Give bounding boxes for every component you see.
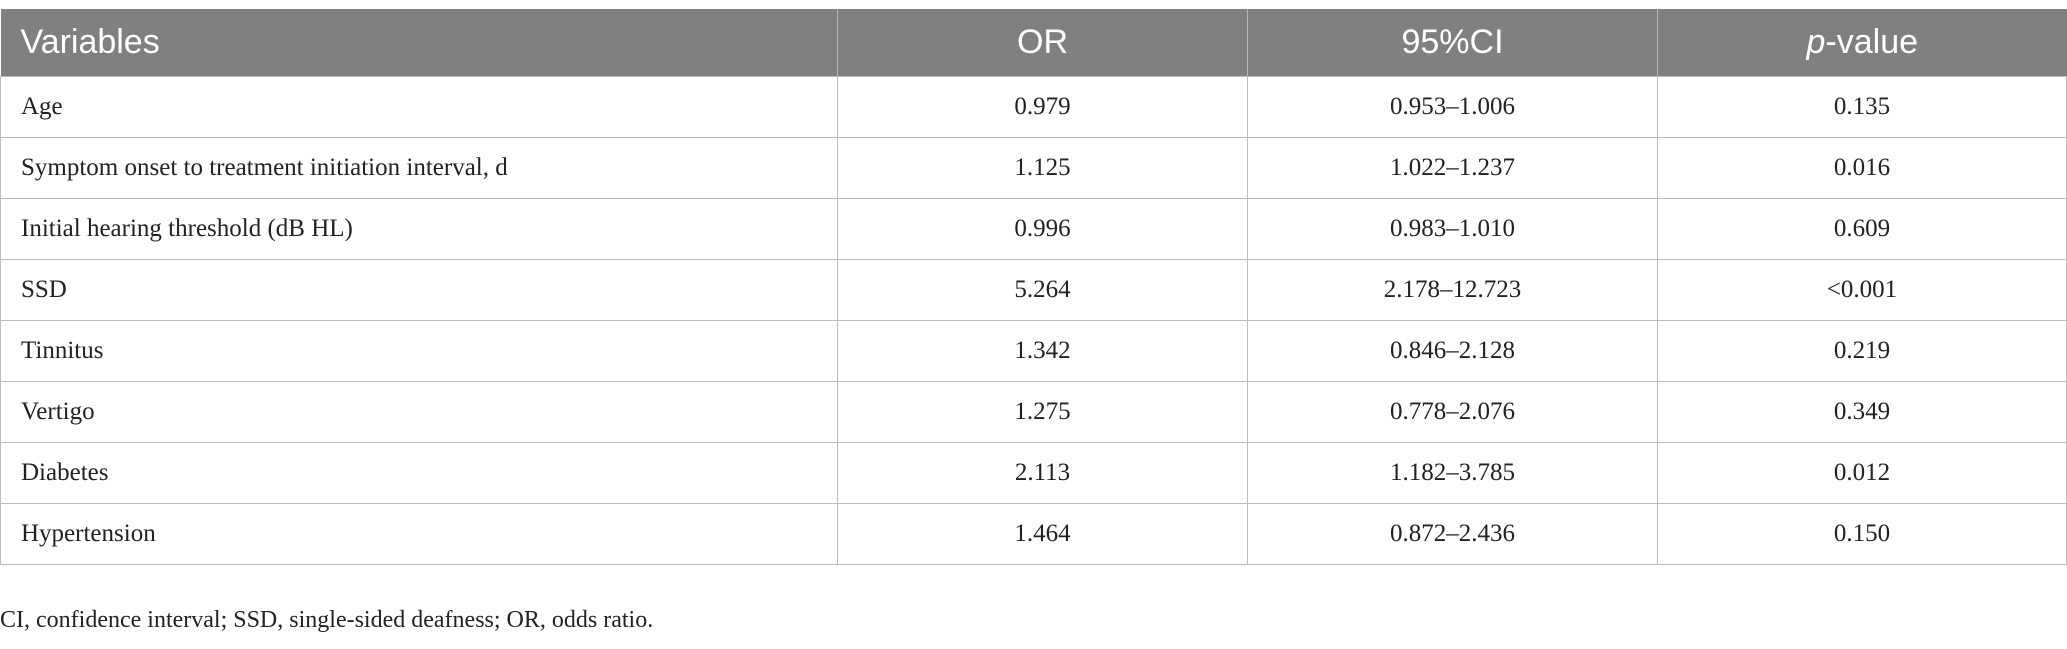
table-cell: SSD: [0, 259, 838, 321]
table-cell: Initial hearing threshold (dB HL): [0, 198, 838, 260]
table-row: SSD 5.264 2.178–12.723 <0.001: [0, 259, 2067, 321]
table-cell: 1.022–1.237: [1247, 137, 1658, 199]
table-cell: 0.349: [1657, 381, 2067, 443]
table-row: Initial hearing threshold (dB HL) 0.996 0.…: [0, 198, 2067, 260]
table-row: Diabetes 2.113 1.182–3.785 0.012: [0, 442, 2067, 504]
table-cell: Vertigo: [0, 381, 838, 443]
header-cell: Variables: [0, 9, 838, 77]
table-cell: 0.953–1.006: [1247, 76, 1658, 138]
header-cell: OR: [837, 9, 1248, 77]
table-cell: Hypertension: [0, 503, 838, 565]
table-cell: 1.464: [837, 503, 1248, 565]
header-italic: p: [1806, 23, 1826, 61]
table-cell: Diabetes: [0, 442, 838, 504]
table-cell: <0.001: [1657, 259, 2067, 321]
table-cell: 0.979: [837, 76, 1248, 138]
table-cell: 0.983–1.010: [1247, 198, 1658, 260]
table-cell: 0.012: [1657, 442, 2067, 504]
header-text: -value: [1825, 23, 1919, 61]
table-cell: 0.778–2.076: [1247, 381, 1658, 443]
table-cell: Tinnitus: [0, 320, 838, 382]
table-cell: 0.135: [1657, 76, 2067, 138]
table-cell: 0.150: [1657, 503, 2067, 565]
table-cell: 5.264: [837, 259, 1248, 321]
table-row: Tinnitus 1.342 0.846–2.128 0.219: [0, 320, 2067, 382]
results-table: Variables OR 95%CI p-value Age 0.979 0.953–1.…: [0, 9, 2067, 565]
table-cell: 0.996: [837, 198, 1248, 260]
table-cell: 1.182–3.785: [1247, 442, 1658, 504]
table-cell: 1.275: [837, 381, 1248, 443]
table-cell: 2.113: [837, 442, 1248, 504]
table-cell: 0.846–2.128: [1247, 320, 1658, 382]
table-row: Vertigo 1.275 0.778–2.076 0.349: [0, 381, 2067, 443]
table-cell: 1.342: [837, 320, 1248, 382]
table-cell: 0.219: [1657, 320, 2067, 382]
table-cell: 2.178–12.723: [1247, 259, 1658, 321]
table-row: Symptom onset to treatment initiation in…: [0, 137, 2067, 199]
table-cell: 1.125: [837, 137, 1248, 199]
table-row: Age 0.979 0.953–1.006 0.135: [0, 76, 2067, 138]
table-cell: 0.872–2.436: [1247, 503, 1658, 565]
table-cell: 0.609: [1657, 198, 2067, 260]
table-cell: Age: [0, 76, 838, 138]
header-cell: 95%CI: [1247, 9, 1658, 77]
table-row: Hypertension 1.464 0.872–2.436 0.150: [0, 503, 2067, 565]
header-row: Variables OR 95%CI p-value: [0, 9, 2067, 77]
table-cell: Symptom onset to treatment initiation in…: [0, 137, 838, 199]
header-cell: p-value: [1657, 9, 2067, 77]
footnote: CI, confidence interval; SSD, single-sid…: [0, 607, 654, 633]
table-cell: 0.016: [1657, 137, 2067, 199]
